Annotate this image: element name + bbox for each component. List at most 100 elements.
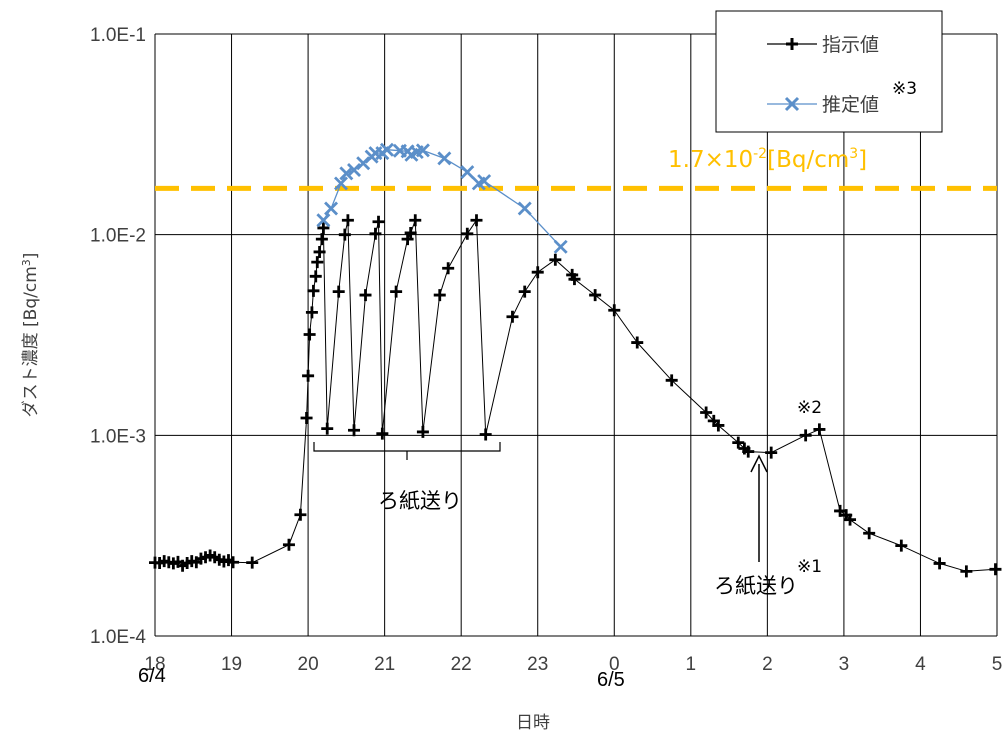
y-axis-title-main: ダスト濃度 [Bq/cm — [21, 266, 41, 417]
y-axis-title-sup: 3 — [20, 259, 33, 266]
data-point — [863, 527, 876, 540]
threshold-label-unit: [Bq/cm — [767, 147, 849, 173]
data-point — [506, 310, 519, 323]
data-point — [305, 306, 318, 319]
data-point — [517, 201, 532, 216]
data-point — [334, 176, 348, 191]
data-point — [631, 336, 644, 349]
filter-feed-arrowhead — [750, 454, 768, 473]
x-tick-label: 20 — [298, 654, 319, 675]
legend-box — [715, 10, 943, 133]
filter-feed-bracket — [313, 442, 501, 460]
x-tick-label: 22 — [451, 654, 472, 675]
legend-note-3: ※3 — [892, 79, 917, 99]
legend-label-measured: 指示値 — [822, 34, 879, 56]
threshold-label: 1.7×10-2[Bq/cm3] — [668, 146, 867, 173]
x-axis-title: 日時 — [516, 713, 550, 733]
data-point — [404, 226, 417, 239]
series-line — [154, 218, 996, 572]
series-group — [149, 142, 1002, 578]
data-point — [933, 557, 946, 570]
data-point — [359, 289, 372, 302]
data-point — [316, 213, 331, 228]
y-tick-label: 1.0E-3 — [90, 426, 146, 447]
threshold-label-sup: 3 — [849, 146, 858, 162]
data-point — [433, 289, 446, 302]
data-point — [321, 422, 334, 435]
data-point — [246, 556, 259, 569]
data-point — [712, 419, 725, 432]
data-point — [339, 166, 354, 181]
series-estimated — [316, 142, 568, 254]
series-measured — [149, 214, 1002, 578]
data-point — [303, 328, 316, 341]
y-tick-label: 1.0E-2 — [90, 226, 146, 247]
data-point — [477, 174, 492, 189]
x-tick-label: 2 — [762, 654, 773, 675]
x-tick-label: 3 — [839, 654, 850, 675]
data-point — [348, 424, 361, 437]
data-point — [742, 445, 755, 458]
date-label-6-4: 6/4 — [138, 665, 166, 687]
legend: 指示値 推定値 ※3 — [715, 10, 943, 133]
threshold-label-end: ] — [858, 147, 867, 173]
data-point — [379, 142, 394, 157]
x-tick-label: 18 — [144, 654, 165, 675]
note-1: ※1 — [797, 557, 822, 577]
data-point — [415, 143, 430, 158]
data-point — [294, 508, 307, 521]
data-point — [442, 262, 455, 275]
x-tick-label: 5 — [992, 654, 1002, 675]
filter-feed-bracket-label: ろ紙送り — [378, 489, 462, 513]
x-tick-label: 1 — [686, 654, 697, 675]
y-axis-title-end: ] — [21, 253, 41, 260]
date-label-6-5: 6/5 — [597, 669, 625, 691]
x-tick-label: 23 — [527, 654, 548, 675]
data-point — [665, 374, 678, 387]
data-point — [895, 539, 908, 552]
data-point — [311, 256, 324, 269]
data-point — [372, 215, 385, 228]
data-point — [307, 284, 320, 297]
data-point — [437, 151, 452, 166]
data-point — [553, 239, 568, 254]
data-point — [338, 228, 351, 241]
data-point — [531, 266, 544, 279]
data-point — [300, 412, 313, 425]
note-2: ※2 — [797, 398, 822, 418]
data-point — [317, 221, 330, 234]
data-point — [799, 429, 812, 442]
data-point — [834, 504, 847, 517]
data-point — [479, 428, 492, 441]
data-point — [401, 233, 414, 246]
x-tick-label: 4 — [915, 654, 926, 675]
x-tick-label: 0 — [609, 654, 620, 675]
data-point — [470, 214, 483, 227]
data-point — [732, 436, 745, 449]
y-axis-title: ダスト濃度 [Bq/cm3] — [20, 253, 41, 418]
data-point — [700, 406, 713, 419]
data-point — [227, 556, 240, 569]
data-point — [589, 289, 602, 302]
filter-feed-arrow-label: ろ紙送り — [714, 574, 798, 598]
data-point — [390, 285, 403, 298]
threshold-label-base: 1.7×10 — [668, 147, 753, 173]
data-point — [376, 427, 389, 440]
data-point — [324, 201, 339, 216]
data-point — [765, 446, 778, 459]
data-point — [347, 163, 362, 177]
axes — [154, 34, 997, 637]
data-point — [315, 233, 328, 246]
data-point — [518, 285, 531, 298]
y-tick-label: 1.0E-1 — [90, 25, 146, 46]
legend-marker-measured — [786, 38, 798, 50]
legend-label-estimated: 推定値 — [822, 94, 879, 116]
data-point — [282, 538, 295, 551]
data-point — [313, 245, 326, 258]
data-point — [813, 423, 826, 436]
data-point — [332, 285, 345, 298]
data-point — [409, 214, 422, 227]
data-point — [844, 513, 857, 526]
x-tick-label: 19 — [221, 654, 242, 675]
